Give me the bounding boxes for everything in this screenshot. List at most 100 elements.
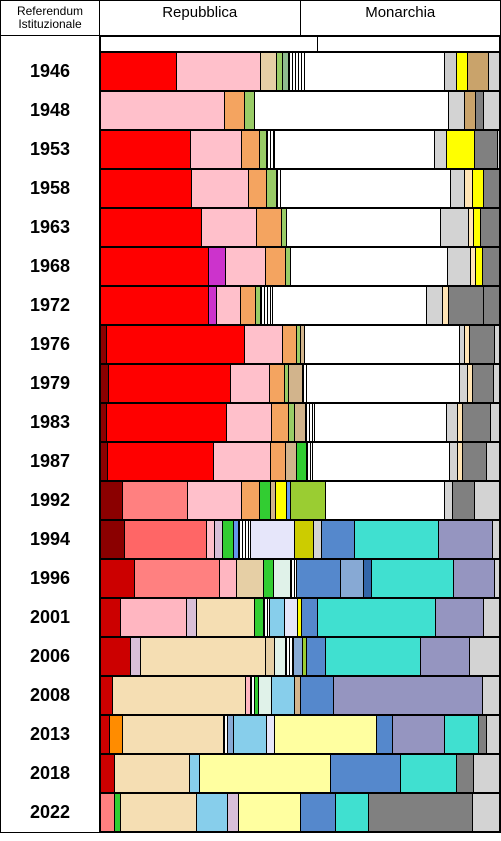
segment bbox=[224, 91, 244, 130]
segment bbox=[444, 52, 456, 91]
segment bbox=[275, 481, 286, 520]
segment bbox=[254, 598, 263, 637]
segment bbox=[100, 364, 108, 403]
segment bbox=[494, 325, 500, 364]
segment bbox=[321, 520, 355, 559]
bar-segments bbox=[100, 169, 500, 208]
segment bbox=[305, 403, 314, 442]
segment bbox=[122, 715, 224, 754]
bar-segments bbox=[100, 247, 500, 286]
segment bbox=[462, 403, 489, 442]
segment bbox=[191, 169, 248, 208]
segment bbox=[474, 481, 500, 520]
segment bbox=[288, 364, 302, 403]
segment bbox=[100, 130, 190, 169]
segment bbox=[106, 403, 226, 442]
segment bbox=[256, 208, 280, 247]
year-label: 1972 bbox=[1, 286, 100, 325]
segment bbox=[222, 520, 233, 559]
bar-segments bbox=[100, 325, 500, 364]
bar-segments bbox=[100, 364, 500, 403]
election-row-1994: 1994 bbox=[1, 520, 500, 559]
segment bbox=[109, 715, 122, 754]
segment bbox=[317, 598, 435, 637]
year-label: 1953 bbox=[1, 130, 100, 169]
segment bbox=[453, 559, 493, 598]
year-label: 2006 bbox=[1, 637, 100, 676]
segment bbox=[493, 364, 500, 403]
segment bbox=[304, 325, 459, 364]
segment bbox=[225, 247, 265, 286]
segment bbox=[473, 208, 480, 247]
segment bbox=[274, 637, 284, 676]
segment bbox=[266, 715, 273, 754]
segment bbox=[472, 793, 500, 832]
segment bbox=[265, 637, 274, 676]
year-label: 2008 bbox=[1, 676, 100, 715]
segment bbox=[306, 637, 324, 676]
segment bbox=[100, 676, 112, 715]
segment bbox=[219, 559, 236, 598]
bar-segments bbox=[100, 715, 500, 754]
segment bbox=[486, 442, 500, 481]
segment bbox=[325, 637, 420, 676]
segment bbox=[265, 247, 285, 286]
bar-segments bbox=[100, 559, 500, 598]
segment bbox=[238, 520, 250, 559]
segment bbox=[244, 91, 254, 130]
segment bbox=[134, 559, 218, 598]
segment bbox=[285, 637, 293, 676]
segment bbox=[444, 481, 452, 520]
segment bbox=[400, 754, 456, 793]
bar-segments bbox=[100, 286, 500, 325]
year-label: 1948 bbox=[1, 91, 100, 130]
bar-segments bbox=[100, 520, 500, 559]
segment bbox=[208, 247, 226, 286]
segment bbox=[449, 442, 457, 481]
segment bbox=[271, 403, 287, 442]
segment bbox=[483, 286, 500, 325]
segment bbox=[474, 130, 497, 169]
segment bbox=[475, 247, 482, 286]
segment bbox=[196, 598, 254, 637]
segment bbox=[140, 637, 265, 676]
segment bbox=[486, 715, 500, 754]
segment bbox=[272, 286, 427, 325]
segment bbox=[469, 325, 493, 364]
segment bbox=[444, 715, 478, 754]
bar-segments bbox=[100, 403, 500, 442]
segment bbox=[201, 208, 256, 247]
segment bbox=[450, 169, 464, 208]
bar-segments bbox=[100, 130, 500, 169]
election-row-1983: 1983 bbox=[1, 403, 500, 442]
segment bbox=[286, 208, 439, 247]
segment bbox=[269, 598, 285, 637]
segment bbox=[482, 676, 500, 715]
segment bbox=[371, 559, 453, 598]
year-label: 1946 bbox=[1, 52, 100, 91]
segment bbox=[482, 247, 500, 286]
year-label: 2001 bbox=[1, 598, 100, 637]
segment bbox=[448, 286, 483, 325]
segment bbox=[469, 637, 500, 676]
year-label: 1976 bbox=[1, 325, 100, 364]
segment bbox=[100, 637, 130, 676]
bar-segments bbox=[100, 676, 500, 715]
election-row-1972: 1972 bbox=[1, 286, 500, 325]
year-label: 1987 bbox=[1, 442, 100, 481]
segment bbox=[260, 286, 272, 325]
segment bbox=[438, 520, 492, 559]
segment bbox=[497, 130, 500, 169]
bar-segments bbox=[100, 91, 500, 130]
segment bbox=[483, 169, 500, 208]
segment bbox=[288, 52, 304, 91]
segment bbox=[282, 325, 296, 364]
year-label bbox=[1, 36, 100, 52]
election-row-1953: 1953 bbox=[1, 130, 500, 169]
segment bbox=[462, 442, 486, 481]
segment bbox=[300, 676, 333, 715]
segment bbox=[214, 520, 222, 559]
segment bbox=[122, 481, 186, 520]
referendum-row bbox=[1, 36, 500, 52]
segment bbox=[492, 520, 500, 559]
